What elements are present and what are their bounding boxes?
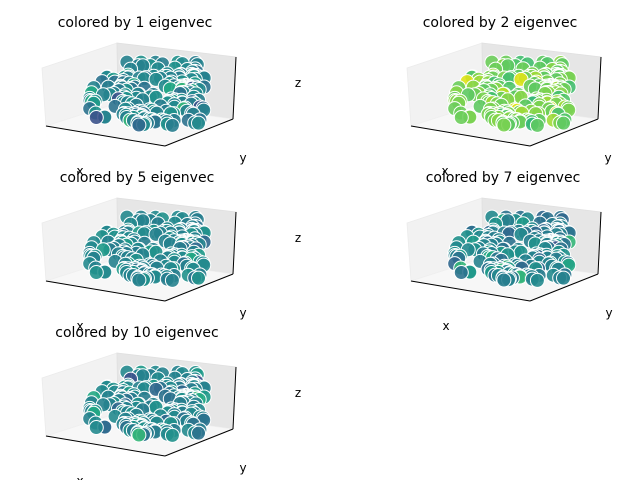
y-axis-line [164,428,234,457]
z-axis-line [597,211,602,275]
z-axis-label: z [295,386,301,400]
scatter-point [164,117,180,133]
scatter-point [529,117,545,133]
scatter-point [164,427,180,443]
chart-title: colored by 1 eigenvec [58,15,213,31]
chart-title: colored by 2 eigenvec [423,15,578,31]
y-axis-label: y [605,306,612,320]
scatter-point [556,115,571,131]
x-axis-label: x [76,164,83,178]
scatter-point [88,420,104,435]
chart-title: colored by 10 eigenvec [55,325,218,341]
scatter-point [131,272,147,288]
z-axis-line [232,366,237,430]
y-axis-line [529,118,599,147]
subplot-1: colored by 1 eigenvec x y z [41,15,301,178]
subplot-3: colored by 5 eigenvec x y z [41,170,301,333]
x-axis-line [45,435,166,457]
scatter-point [191,425,206,441]
scatter-point [496,117,512,133]
scatter-point [164,272,180,288]
scatter-points [82,209,212,288]
x-axis-label: x [441,164,448,178]
y-axis-label: y [604,151,611,165]
subplot-4: colored by 7 eigenvec x y [406,170,613,333]
subplot-2: colored by 2 eigenvec x y [406,15,612,178]
chart-title: colored by 7 eigenvec [426,170,581,186]
x-axis-line [45,125,166,147]
scatter-point [131,117,147,133]
scatter-point [191,115,206,131]
y-axis-line [529,273,599,302]
y-axis-label: y [239,151,246,165]
x-axis-line [410,280,531,302]
scatter-point [191,270,206,286]
scatter-point [529,272,545,288]
y-axis-line [164,118,234,147]
x-axis-label: x [442,319,449,333]
z-axis-label: z [295,76,301,90]
y-axis-label: y [239,461,246,475]
scatter-point [453,265,469,280]
scatter-points [447,54,577,133]
x-axis-label: x [76,474,83,480]
scatter-point [88,110,104,125]
scatter-point [556,270,571,286]
x-axis-line [45,280,166,302]
z-axis-line [597,56,602,120]
scatter-point [88,265,104,280]
y-axis-line [164,273,234,302]
z-axis-label: z [295,231,301,245]
scatter-points [82,54,212,133]
scatter-point [131,427,147,443]
x-axis-label: x [76,319,83,333]
z-axis-line [232,56,237,120]
y-axis-label: y [239,306,246,320]
scatter-points [82,364,212,443]
scatter-point [496,272,512,288]
scatter-point [453,110,469,125]
chart-title: colored by 5 eigenvec [60,170,215,186]
scatter-points [447,209,577,288]
z-axis-line [232,211,237,275]
subplot-5: colored by 10 eigenvec x y z [41,325,301,480]
x-axis-line [410,125,531,147]
